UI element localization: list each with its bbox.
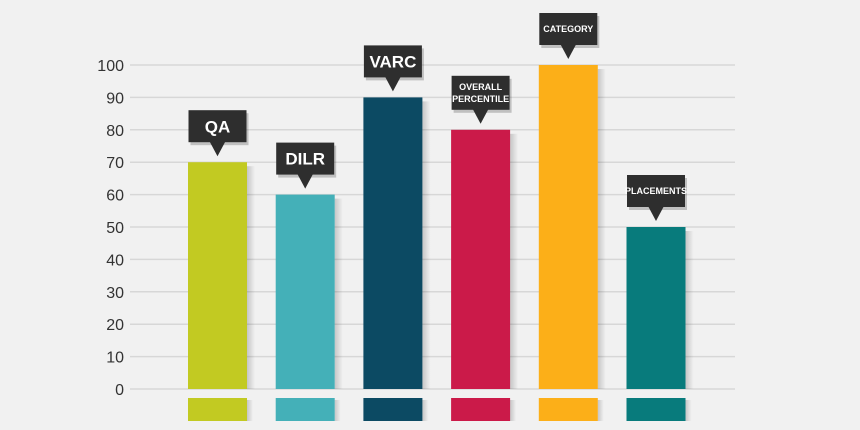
bar-3 <box>451 129 511 390</box>
callout-box <box>276 142 335 175</box>
bar-callout: QA <box>188 110 249 157</box>
bar-callout: PLACEMENTS <box>625 175 687 221</box>
category-label: PLACEMENTS <box>625 186 687 196</box>
bar-base-shadow <box>685 400 692 421</box>
bar-4 <box>538 65 598 389</box>
callout-pointer <box>472 108 489 124</box>
callout-pointer <box>209 141 226 157</box>
y-tick-label: 10 <box>106 350 124 367</box>
bar-callout: OVERALL PERCENTILE <box>451 75 512 124</box>
callout-box <box>627 175 685 207</box>
callout-box <box>363 45 422 78</box>
y-tick-label: 40 <box>106 252 124 269</box>
bar-5 <box>626 227 686 389</box>
bar-base-shadow <box>247 400 253 421</box>
bar-base-5 <box>626 398 686 421</box>
bar-base-shadow <box>334 400 341 421</box>
y-tick-label: 50 <box>106 220 124 237</box>
bar-shadow <box>334 198 343 389</box>
bar-base-shadow <box>422 400 429 421</box>
bar-base-2 <box>363 398 423 421</box>
category-label: CATEGORY <box>543 24 593 34</box>
y-axis-ticks: 0 10 20 30 40 50 60 70 80 90 100 <box>97 58 124 399</box>
y-tick-label: 30 <box>106 285 124 302</box>
y-tick-label: 100 <box>97 58 124 75</box>
category-label: QA <box>205 117 231 136</box>
y-tick-label: 60 <box>106 188 124 205</box>
bar-base-3 <box>451 398 511 421</box>
category-label: VARC <box>369 53 416 72</box>
bar-callout: VARC <box>363 45 424 92</box>
bar-base-shadow <box>510 400 517 421</box>
callout-pointer <box>648 206 664 221</box>
bar-base-1 <box>275 398 335 421</box>
bar-callout: CATEGORY <box>539 13 600 59</box>
callout-box <box>451 75 510 110</box>
bars <box>188 65 694 390</box>
callout-pointer <box>384 76 401 92</box>
bar-base-0 <box>188 398 247 421</box>
y-tick-label: 80 <box>106 123 124 140</box>
bar-base-shadow <box>597 400 604 421</box>
category-label: OVERALL <box>459 82 503 92</box>
bar-bases <box>188 398 692 421</box>
category-label: DILR <box>285 150 325 169</box>
bar-0 <box>188 162 247 389</box>
y-tick-label: 20 <box>106 317 124 334</box>
callout-box <box>188 110 247 143</box>
bar-callouts: QA DILR VARC OVERALL PERCENTILE CATEGORY PLACE… <box>188 13 687 221</box>
bar-shadow <box>685 231 694 389</box>
callout-pointer <box>297 173 314 189</box>
bar-callout: DILR <box>276 142 337 189</box>
bar-base-4 <box>538 398 598 421</box>
y-tick-label: 90 <box>106 90 124 107</box>
y-tick-label: 70 <box>106 155 124 172</box>
callout-box <box>539 13 598 45</box>
bar-shadow <box>422 101 431 390</box>
bar-shadow <box>510 133 519 389</box>
y-tick-label: 0 <box>115 382 124 399</box>
bar-shadow <box>597 69 606 389</box>
category-label: PERCENTILE <box>452 94 509 104</box>
callout-pointer <box>560 44 577 59</box>
bar-2 <box>363 97 423 390</box>
bar-shadow <box>247 166 255 389</box>
bar-1 <box>275 194 335 389</box>
